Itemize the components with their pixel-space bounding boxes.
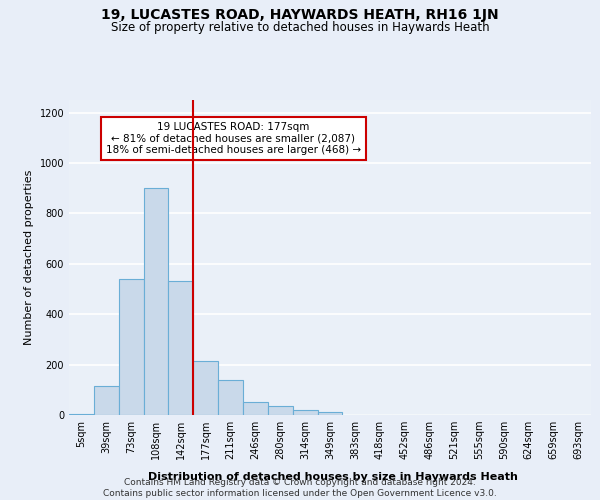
Text: Contains HM Land Registry data © Crown copyright and database right 2024.
Contai: Contains HM Land Registry data © Crown c… <box>103 478 497 498</box>
Bar <box>143 188 169 415</box>
Bar <box>268 406 293 415</box>
Bar <box>317 412 343 415</box>
Bar <box>119 279 143 415</box>
Bar <box>243 402 268 415</box>
Text: 19, LUCASTES ROAD, HAYWARDS HEATH, RH16 1JN: 19, LUCASTES ROAD, HAYWARDS HEATH, RH16 … <box>101 8 499 22</box>
Text: 19 LUCASTES ROAD: 177sqm
← 81% of detached houses are smaller (2,087)
18% of sem: 19 LUCASTES ROAD: 177sqm ← 81% of detach… <box>106 122 361 155</box>
Text: Distribution of detached houses by size in Haywards Heath: Distribution of detached houses by size … <box>148 472 518 482</box>
Bar <box>69 414 94 415</box>
Bar <box>218 380 243 415</box>
Bar <box>193 361 218 415</box>
Bar <box>169 282 193 415</box>
Bar <box>293 410 317 415</box>
Y-axis label: Number of detached properties: Number of detached properties <box>24 170 34 345</box>
Bar <box>94 386 119 415</box>
Text: Size of property relative to detached houses in Haywards Heath: Size of property relative to detached ho… <box>110 21 490 34</box>
